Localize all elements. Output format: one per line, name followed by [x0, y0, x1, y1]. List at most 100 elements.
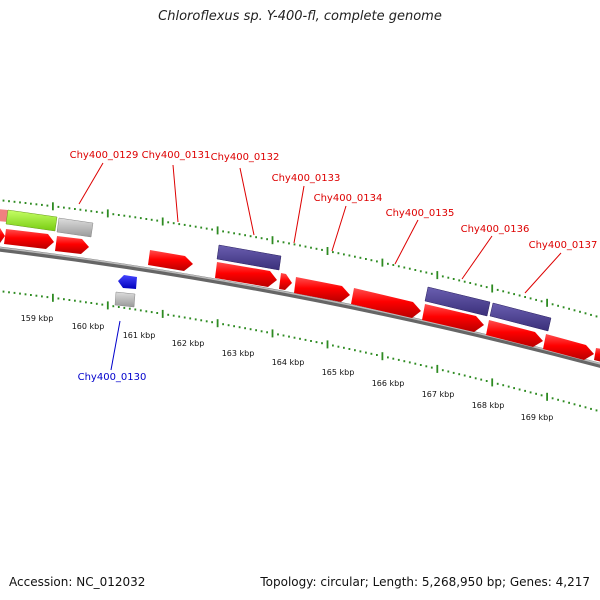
minor-tick: [403, 266, 406, 269]
minor-tick: [233, 325, 235, 328]
minor-tick: [480, 284, 483, 287]
minor-tick: [139, 217, 142, 220]
minor-tick: [194, 225, 197, 228]
minor-tick: [370, 352, 373, 355]
cds-arrow: [351, 288, 421, 318]
minor-tick: [90, 210, 93, 213]
minor-tick: [529, 297, 532, 300]
minor-tick: [408, 361, 411, 364]
minor-tick: [8, 291, 10, 294]
scale-label: 160 kbp: [72, 322, 105, 331]
minor-tick: [227, 231, 230, 234]
minor-tick: [85, 301, 87, 304]
minor-tick: [123, 214, 126, 217]
map-title: Chloroflexus sp. Y-400-fl, complete geno…: [158, 9, 442, 24]
minor-tick: [485, 380, 488, 382]
major-tick: [106, 209, 109, 218]
minor-tick: [35, 203, 38, 206]
major-tick: [52, 202, 54, 211]
gene-label[interactable]: Chy400_0133: [272, 173, 341, 184]
cds-arrow: [4, 229, 54, 249]
major-tick: [546, 298, 548, 307]
minor-tick: [392, 264, 395, 266]
minor-tick: [222, 230, 224, 233]
minor-tick: [304, 338, 307, 341]
cds-arrow: [486, 320, 543, 347]
gene-label[interactable]: Chy400_0131: [142, 150, 211, 161]
minor-tick: [414, 362, 417, 365]
minor-tick: [557, 398, 559, 401]
major-tick: [271, 236, 274, 245]
minor-tick: [189, 317, 192, 320]
major-tick: [326, 340, 329, 349]
major-tick: [161, 309, 164, 318]
minor-tick: [205, 227, 208, 230]
minor-tick: [172, 222, 175, 225]
minor-tick: [19, 201, 21, 204]
minor-tick: [557, 304, 559, 307]
minor-tick: [211, 228, 213, 231]
minor-tick: [139, 309, 142, 312]
minor-tick: [584, 406, 587, 409]
cds-arrow: [215, 262, 277, 287]
feature-grey: [56, 217, 94, 238]
gene-label[interactable]: Chy400_0134: [314, 193, 383, 204]
minor-tick: [359, 350, 362, 353]
minor-tick: [101, 211, 104, 214]
minor-tick: [447, 276, 450, 279]
scale-label: 159 kbp: [21, 314, 54, 323]
minor-tick: [387, 262, 389, 265]
major-tick: [381, 352, 384, 361]
gene-label[interactable]: Chy400_0130: [78, 372, 147, 383]
cds-arrow: [0, 228, 5, 243]
minor-tick: [480, 378, 483, 381]
minor-tick: [397, 265, 400, 268]
minor-tick: [128, 215, 131, 218]
scale-label: 165 kbp: [322, 368, 355, 377]
minor-tick: [145, 218, 148, 220]
minor-tick: [112, 305, 115, 308]
minor-tick: [507, 385, 510, 388]
minor-tick: [370, 259, 373, 262]
minor-tick: [293, 243, 296, 246]
minor-tick: [277, 240, 279, 243]
minor-tick: [584, 312, 587, 315]
minor-tick: [63, 206, 65, 209]
minor-tick: [441, 275, 444, 278]
cds-arrow: [543, 334, 594, 360]
minor-tick: [376, 260, 378, 263]
minor-tick: [573, 309, 576, 312]
minor-tick: [63, 298, 65, 301]
minor-tick: [255, 329, 257, 332]
major-tick: [216, 319, 219, 328]
minor-tick: [518, 294, 521, 297]
minor-tick: [266, 238, 268, 241]
major-tick: [326, 247, 329, 255]
minor-tick: [90, 302, 93, 304]
gene-label[interactable]: Chy400_0137: [529, 240, 598, 251]
minor-tick: [387, 356, 389, 359]
major-tick: [491, 378, 494, 387]
minor-tick: [562, 400, 565, 403]
minor-tick: [79, 300, 82, 303]
minor-tick: [469, 282, 472, 284]
minor-tick: [579, 310, 581, 313]
feature-grey-reverse: [114, 291, 136, 308]
gene-label[interactable]: Chy400_0129: [70, 150, 139, 161]
minor-tick: [502, 290, 505, 293]
gene-label[interactable]: Chy400_0135: [386, 208, 455, 219]
cds-arrow: [294, 277, 350, 302]
minor-tick: [304, 245, 307, 248]
feature-green: [5, 209, 58, 232]
minor-tick: [30, 202, 32, 205]
inner-tick-track: [2, 290, 598, 412]
minor-tick: [85, 209, 87, 212]
minor-tick: [354, 255, 356, 258]
minor-tick: [282, 241, 285, 244]
minor-tick: [134, 308, 137, 311]
gene-label[interactable]: Chy400_0132: [211, 152, 280, 163]
minor-tick: [332, 344, 334, 347]
gene-label[interactable]: Chy400_0136: [461, 224, 530, 235]
minor-tick: [321, 248, 323, 251]
minor-tick: [41, 295, 43, 298]
